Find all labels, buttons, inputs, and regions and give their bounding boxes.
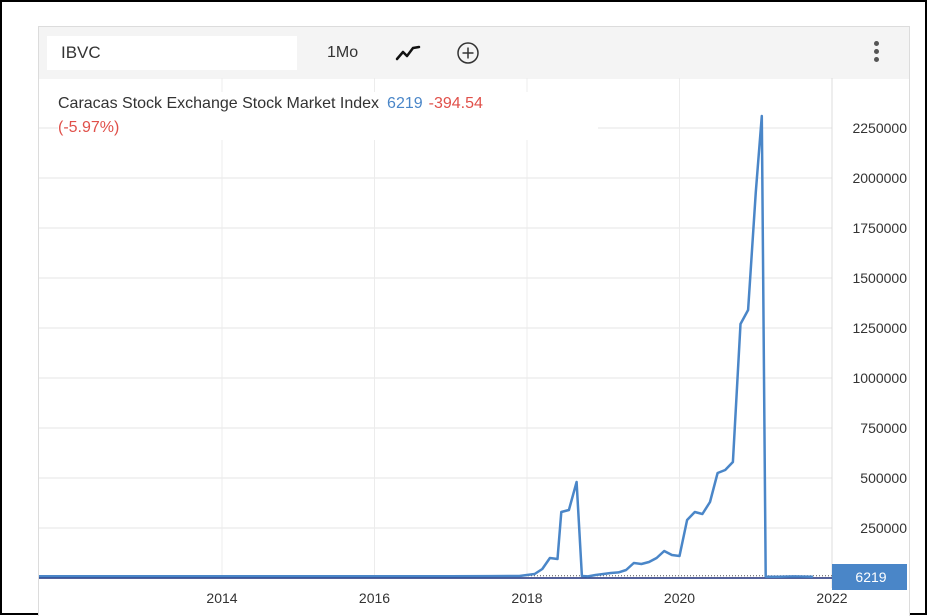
y-tick-label: 1250000 <box>852 320 907 336</box>
y-tick-label: 1000000 <box>852 370 907 386</box>
y-tick-label: 750000 <box>860 420 907 436</box>
x-tick-label: 2018 <box>511 590 542 606</box>
symbol-input[interactable]: IBVC <box>47 36 297 70</box>
index-name: Caracas Stock Exchange Stock Market Inde… <box>58 95 380 112</box>
percent-change: (-5.97%) <box>58 119 120 136</box>
price-change: -394.54 <box>428 95 483 112</box>
y-tick-label: 2250000 <box>852 120 907 136</box>
x-tick-label: 2022 <box>816 590 847 606</box>
x-tick-label: 2016 <box>359 590 390 606</box>
chart-legend: Caracas Stock Exchange Stock Market Inde… <box>58 92 598 140</box>
period-selector[interactable]: 1Mo <box>327 44 359 61</box>
last-price-badge-label: 6219 <box>855 569 886 585</box>
series-line <box>39 114 813 579</box>
y-tick-label: 500000 <box>860 470 907 486</box>
y-tick-label: 2000000 <box>852 170 907 186</box>
last-price: 6219 <box>387 95 423 112</box>
symbol-text: IBVC <box>61 43 101 62</box>
x-tick-label: 2020 <box>664 590 695 606</box>
last-price-badge <box>832 564 907 590</box>
chart-toolbar: IBVC 1Mo <box>39 27 909 79</box>
y-tick-label: 1500000 <box>852 270 907 286</box>
line-chart-icon[interactable] <box>395 43 421 63</box>
y-tick-label: 1750000 <box>852 220 907 236</box>
x-tick-label: 2014 <box>206 590 237 606</box>
y-tick-label: 250000 <box>860 520 907 536</box>
plus-circle-icon[interactable] <box>456 41 480 65</box>
vertical-dots-icon[interactable] <box>872 41 880 67</box>
